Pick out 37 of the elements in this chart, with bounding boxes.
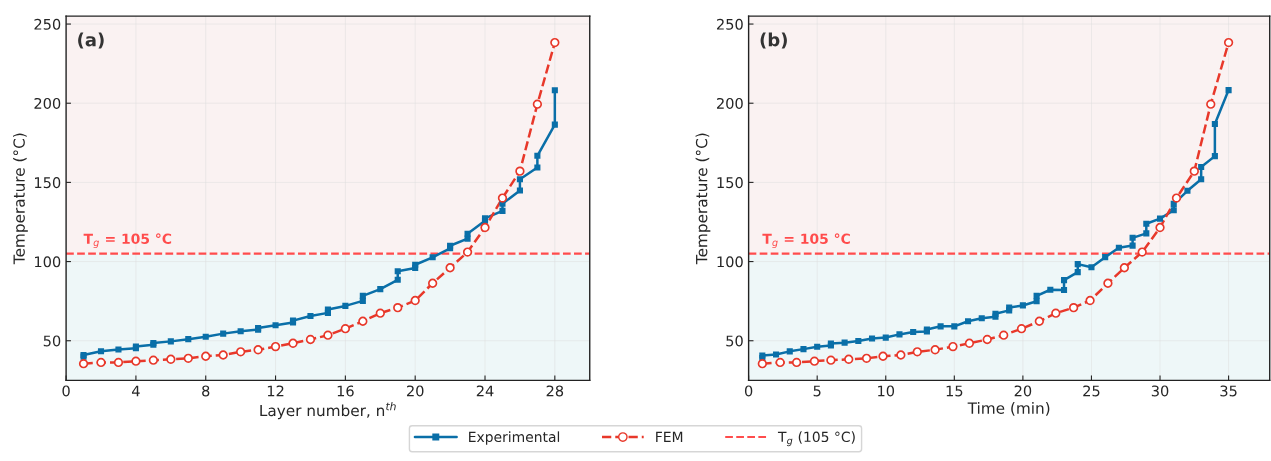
x-axis-title: Layer number, n$^{th}$	[260, 402, 396, 420]
annotation: T$_{g}$ = 105 °C	[762, 233, 850, 249]
x-tick-label: 8	[202, 385, 210, 397]
x-tick-label: 4	[131, 385, 140, 397]
y-axis-title: Temperature (°C)	[695, 133, 711, 265]
legend-label: Experimental	[469, 431, 560, 445]
y-tick-label: 250	[716, 18, 743, 30]
x-tick-label: 24	[476, 385, 494, 397]
y-tick-label: 200	[716, 97, 743, 109]
x-tick-label: 5	[813, 385, 821, 397]
y-tick-label: 150	[717, 177, 743, 189]
annotation: T$_{g}$ = 105 °C	[83, 233, 172, 249]
y-tick-label: 150	[35, 177, 61, 189]
y-tick-label: 250	[34, 18, 61, 30]
x-tick-label: 12	[267, 385, 284, 397]
text: (a)	[78, 32, 104, 49]
y-tick-label: 50	[43, 335, 61, 347]
y-tick-label: 100	[717, 256, 743, 268]
y-tick-label: 100	[35, 256, 61, 268]
x-tick-label: 35	[1220, 385, 1237, 397]
x-tick-label: 16	[337, 385, 354, 397]
legend-label: T$_{g}$ (105 °C)	[777, 431, 855, 447]
y-tick-label: 200	[34, 97, 61, 109]
y-tick-label: 50	[726, 335, 743, 347]
x-tick-label: 20	[406, 385, 424, 397]
x-tick-label: 28	[546, 385, 564, 397]
x-tick-label: 10	[878, 385, 895, 397]
y-axis-title: Temperature (°C)	[13, 133, 28, 265]
x-tick-label: 0	[62, 385, 70, 397]
text: (b)	[760, 32, 787, 49]
x-tick-label: 20	[1014, 385, 1032, 397]
x-tick-label: 0	[744, 385, 753, 397]
x-axis-title: Time (min)	[967, 402, 1050, 416]
x-tick-label: 25	[1083, 385, 1100, 397]
x-tick-label: 15	[946, 385, 963, 397]
x-tick-label: 30	[1151, 385, 1169, 397]
legend-label: FEM	[656, 431, 683, 442]
